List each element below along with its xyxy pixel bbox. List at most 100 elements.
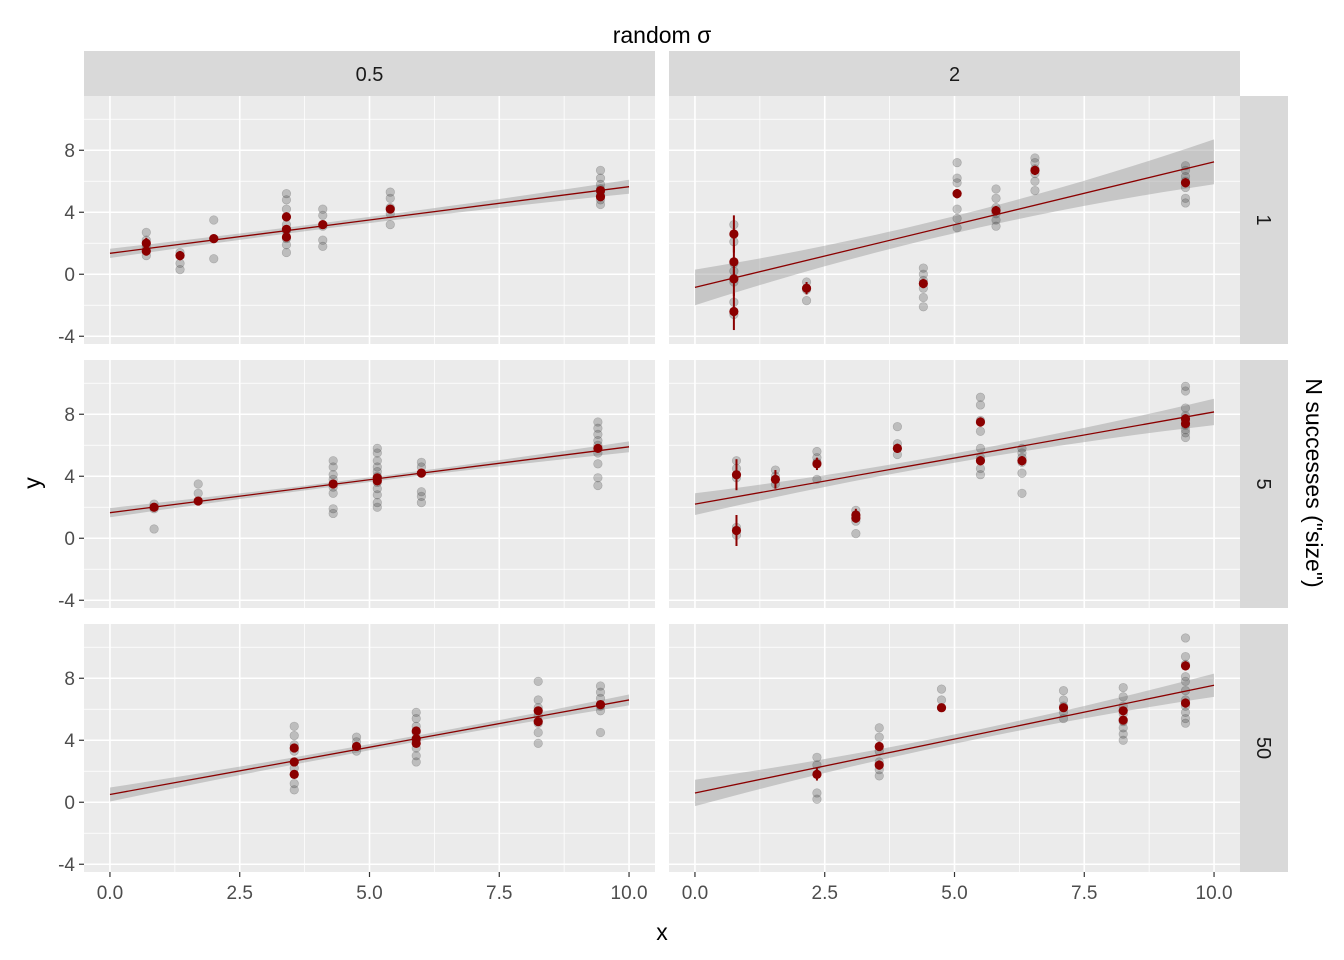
- group-mean-point: [411, 738, 421, 748]
- data-point: [372, 443, 382, 453]
- data-point: [918, 292, 928, 303]
- group-mean-point: [801, 283, 812, 293]
- facet-panel-1-0.5: -4 0 4 8: [58, 96, 655, 348]
- data-point: [1180, 386, 1191, 396]
- x-tick-label: 10.0: [1196, 883, 1233, 904]
- data-point: [1030, 153, 1040, 163]
- data-point: [1180, 403, 1191, 413]
- data-point: [1180, 676, 1191, 686]
- group-mean-point: [892, 443, 903, 453]
- y-tick-label: 8: [64, 669, 75, 690]
- group-mean-point: [385, 204, 395, 214]
- row-strip-label: 1: [1252, 214, 1274, 225]
- gridlines: [669, 624, 1240, 872]
- group-mean-point: [1118, 715, 1128, 725]
- data-point: [1180, 381, 1191, 391]
- data-point: [328, 488, 338, 498]
- data-point: [812, 446, 822, 457]
- group-mean-point: [1180, 178, 1191, 188]
- data-point: [209, 215, 219, 225]
- data-point: [991, 193, 1001, 203]
- data-point: [411, 757, 421, 767]
- data-point: [874, 723, 884, 733]
- row-strip: [1240, 624, 1288, 872]
- group-mean-point: [975, 417, 986, 427]
- data-point: [209, 254, 219, 264]
- y-tick-label: 4: [64, 467, 75, 488]
- data-point: [1030, 176, 1040, 186]
- data-point: [149, 524, 159, 534]
- x-tick-label: 2.5: [227, 883, 253, 904]
- data-point: [281, 195, 292, 205]
- data-point: [595, 173, 606, 183]
- data-point: [595, 199, 606, 210]
- facet-panel-50-2: 0.0 2.5 5.0 7.5 10.0: [669, 624, 1240, 904]
- data-point: [411, 713, 421, 724]
- group-mean-point: [812, 769, 822, 779]
- group-mean-point: [1180, 698, 1191, 708]
- data-point: [593, 429, 603, 440]
- data-point: [801, 296, 812, 306]
- group-mean-point: [729, 306, 739, 317]
- y-axis-title: y: [19, 477, 45, 489]
- data-point: [328, 456, 338, 466]
- data-point: [372, 456, 382, 466]
- x-tick-label: 5.0: [941, 883, 967, 904]
- group-mean-point: [729, 229, 739, 239]
- group-mean-point: [416, 468, 427, 478]
- data-point: [892, 422, 903, 432]
- data-point: [975, 443, 986, 453]
- data-point: [411, 751, 421, 761]
- data-point: [952, 173, 962, 183]
- data-point: [918, 269, 928, 279]
- data-point: [416, 457, 427, 467]
- data-point: [372, 498, 382, 508]
- column-strip-label: 0.5: [356, 64, 384, 86]
- group-mean-point: [318, 220, 328, 230]
- data-point: [385, 220, 395, 230]
- data-point: [372, 502, 382, 512]
- data-point: [952, 158, 962, 168]
- data-point: [936, 684, 947, 694]
- data-point: [281, 189, 292, 199]
- group-mean-point: [281, 212, 292, 222]
- group-mean-point: [411, 726, 421, 736]
- group-mean-point: [874, 760, 884, 770]
- facet-panel-1-2: [669, 96, 1240, 344]
- data-point: [1180, 428, 1191, 438]
- group-mean-point: [1118, 706, 1128, 716]
- y-tick-label: 0: [64, 793, 75, 814]
- facet-panel-5-0.5: -4 0 4 8: [58, 360, 655, 612]
- row-strip-label: 50: [1252, 737, 1274, 759]
- group-mean-point: [1180, 661, 1191, 671]
- data-point: [593, 459, 603, 469]
- data-point: [416, 491, 427, 502]
- data-point: [289, 730, 299, 741]
- gridlines: [84, 96, 655, 344]
- data-point: [533, 676, 543, 686]
- row-strip: [1240, 96, 1288, 344]
- group-mean-point: [1017, 456, 1027, 466]
- group-mean-point: [874, 741, 884, 752]
- data-point: [416, 498, 427, 508]
- group-mean-point: [975, 456, 986, 466]
- gridlines: [669, 96, 1240, 344]
- data-point: [812, 788, 822, 798]
- data-point: [385, 193, 395, 203]
- group-mean-point: [141, 246, 151, 256]
- data-point: [175, 265, 185, 275]
- y-tick-label: 0: [64, 265, 75, 286]
- group-mean-point: [918, 278, 928, 289]
- facet-panel-5-2: [669, 360, 1240, 608]
- row-strip-label: 5: [1252, 478, 1274, 489]
- group-mean-point: [533, 706, 543, 716]
- data-point: [372, 490, 382, 500]
- data-point: [593, 473, 603, 483]
- data-point: [281, 204, 292, 214]
- data-point: [952, 204, 962, 214]
- data-point: [991, 215, 1001, 225]
- group-mean-point: [281, 232, 292, 242]
- data-point: [918, 302, 928, 312]
